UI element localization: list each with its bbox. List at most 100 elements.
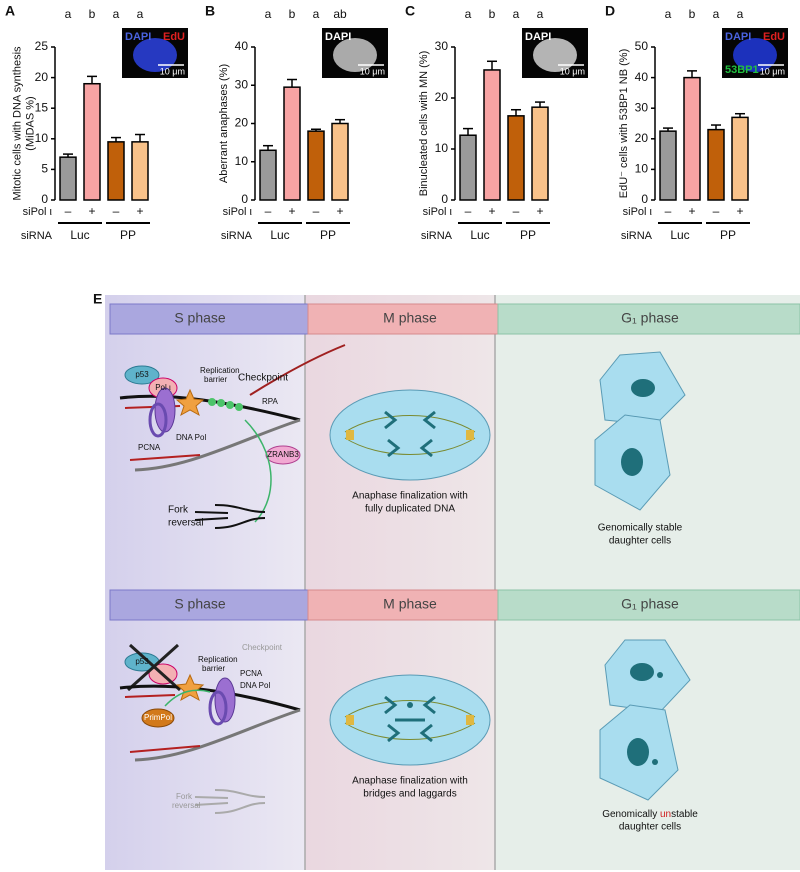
bar xyxy=(59,156,77,201)
inset-label: DAPI xyxy=(125,31,151,43)
centrosome xyxy=(346,430,354,440)
panel-label: D xyxy=(605,3,615,19)
group-label: PP xyxy=(520,228,536,242)
centrosome xyxy=(466,715,474,725)
caption-part: un xyxy=(660,809,671,820)
inset-label: DAPI xyxy=(725,31,751,43)
inset-label: EdU xyxy=(763,31,785,43)
chromosomes xyxy=(384,410,436,458)
group-label: Luc xyxy=(470,228,489,242)
group-label: PP xyxy=(320,228,336,242)
significance-letter: a xyxy=(313,7,320,21)
label: RPA xyxy=(262,397,279,406)
y-tick-label: 10 xyxy=(435,141,449,155)
reversed-fork xyxy=(194,504,266,529)
phase-label: S phase xyxy=(174,310,226,326)
treatment-title: siPol ι xyxy=(423,206,453,218)
label: reversal xyxy=(172,801,201,810)
treatment-label: – xyxy=(513,204,520,218)
bar xyxy=(483,69,501,201)
panel-label: E xyxy=(93,291,102,307)
inset-label: DAPI xyxy=(325,31,351,43)
treatment-label: + xyxy=(688,204,695,218)
y-tick-label: 0 xyxy=(241,192,248,206)
significance-letter: b xyxy=(289,7,296,21)
y-tick-label: 50 xyxy=(635,39,649,53)
bar xyxy=(731,116,749,201)
nascent xyxy=(124,694,201,753)
checkpoint-arrow xyxy=(249,344,346,396)
caption: Anaphase finalization with xyxy=(352,491,468,502)
group-title: siRNA xyxy=(421,230,453,242)
significance-letter: a xyxy=(65,7,72,21)
label: Fork xyxy=(176,792,193,801)
significance-letter: a xyxy=(537,7,544,21)
treatment-label: + xyxy=(488,204,495,218)
dna xyxy=(134,418,301,472)
y-tick-label: 40 xyxy=(235,39,249,53)
laggard xyxy=(407,702,413,708)
barrier xyxy=(175,388,205,417)
y-tick-label: 20 xyxy=(435,90,449,104)
pcna xyxy=(208,690,228,726)
significance-letter: a xyxy=(713,7,720,21)
caption-part: stable xyxy=(671,809,698,820)
y-tick-label: 10 xyxy=(635,162,649,176)
y-tick-label: 0 xyxy=(641,192,648,206)
nucleus xyxy=(627,738,649,766)
caption: daughter cells xyxy=(609,536,671,547)
bar xyxy=(83,82,101,201)
rpa xyxy=(208,398,216,406)
label: p53 xyxy=(135,657,149,666)
bar xyxy=(259,149,277,201)
significance-letter: b xyxy=(89,7,96,21)
rpa xyxy=(226,401,234,409)
y-tick-label: 30 xyxy=(635,100,649,114)
inset-label: DAPI xyxy=(525,31,551,43)
group-title: siRNA xyxy=(221,230,253,242)
y-tick-label: 5 xyxy=(41,162,48,176)
recruit-arrow xyxy=(164,689,211,707)
significance-letter: b xyxy=(489,7,496,21)
nucleus xyxy=(621,448,643,476)
bar xyxy=(331,122,349,201)
treatment-label: + xyxy=(136,204,143,218)
bar xyxy=(459,134,477,201)
scale-label: 10 μm xyxy=(160,66,185,76)
dna xyxy=(134,708,301,762)
label: p53 xyxy=(135,370,149,379)
nascent xyxy=(129,454,201,461)
y-axis-label: (MiDAS %) xyxy=(24,96,36,150)
label: Checkpoint xyxy=(242,643,283,652)
nucleus xyxy=(733,38,777,72)
reversed-fork xyxy=(194,789,266,814)
bar xyxy=(707,128,725,201)
treatment-label: – xyxy=(465,204,472,218)
nucleus xyxy=(133,38,177,72)
micronucleus xyxy=(652,759,658,765)
label: barrier xyxy=(204,375,227,384)
y-axis-label: EdU⁻ cells with 53BP1 NB (%) xyxy=(618,49,630,198)
treatment-label: + xyxy=(288,204,295,218)
phase-arrow xyxy=(497,303,800,335)
y-tick-label: 40 xyxy=(635,70,649,84)
s-column xyxy=(105,295,305,870)
caption: Anaphase finalization with xyxy=(352,776,468,787)
label: Replication xyxy=(200,366,240,375)
zranb3 xyxy=(265,445,301,465)
primpol xyxy=(141,708,175,728)
label: PCNA xyxy=(240,669,263,678)
group-label: Luc xyxy=(670,228,689,242)
diagram: E S phase M phase G₁ phase p53 Pol ι Che… xyxy=(93,291,800,870)
scale-label: 10 μm xyxy=(560,66,585,76)
y-tick-label: 30 xyxy=(435,39,449,53)
caption: bridges and laggards xyxy=(363,789,456,800)
label: ZRANB3 xyxy=(267,450,299,459)
bar xyxy=(683,76,701,201)
group-label: Luc xyxy=(70,228,89,242)
treatment-label: – xyxy=(265,204,272,218)
mitotic-cell xyxy=(329,389,491,481)
label: reversal xyxy=(168,518,204,529)
group-title: siRNA xyxy=(21,230,53,242)
